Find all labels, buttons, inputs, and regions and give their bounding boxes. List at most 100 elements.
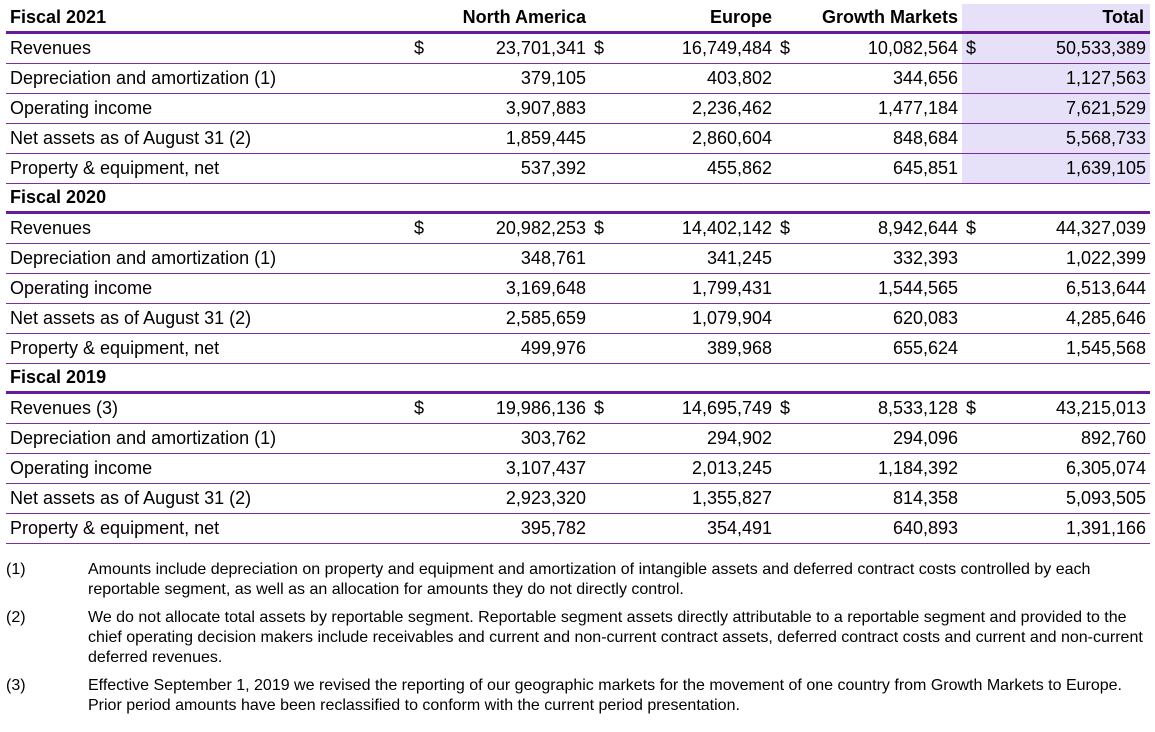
cell-value: 332,393 [802,243,963,274]
cell-value: 294,902 [616,423,777,454]
currency-symbol [590,513,616,544]
currency-symbol [590,63,616,94]
column-header-total: Total [962,4,1151,34]
table-row: Revenues $20,982,253 $14,402,142 $8,942,644… [6,212,1151,244]
cell-value: 2,923,320 [436,483,590,514]
table-row: Property & equipment, net 537,392 455,862 6… [6,153,1151,184]
cell-value: 10,082,564 [802,32,963,64]
currency-symbol [410,423,436,454]
row-label: Depreciation and amortization (1) [6,423,410,454]
cell-value: 14,402,142 [616,212,777,244]
currency-symbol [776,153,803,184]
currency-symbol [962,453,989,484]
cell-value: 3,907,883 [436,93,590,124]
cell-value: 814,358 [802,483,963,514]
cell-value: 303,762 [436,423,590,454]
section-header-row: Fiscal 2020 [6,183,1151,214]
currency-symbol [410,93,436,124]
cell-value: 1,022,399 [988,243,1151,274]
cell-value: 1,355,827 [616,483,777,514]
currency-symbol [776,453,803,484]
row-label: Operating income [6,273,410,304]
column-header-europe: Europe [590,4,777,34]
currency-symbol [590,123,616,154]
row-label: Net assets as of August 31 (2) [6,303,410,334]
section-title: Fiscal 2019 [6,363,410,394]
cell-value: 2,585,659 [436,303,590,334]
currency-symbol: $ [962,392,989,424]
cell-value: 645,851 [802,153,963,184]
cell-value: 294,096 [802,423,963,454]
cell-value: 1,477,184 [802,93,963,124]
cell-value: 455,862 [616,153,777,184]
currency-symbol: $ [962,212,989,244]
currency-symbol [776,483,803,514]
cell-value: 1,859,445 [436,123,590,154]
cell-value: 655,624 [802,333,963,364]
row-label: Depreciation and amortization (1) [6,63,410,94]
cell-value: 389,968 [616,333,777,364]
cell-value: 620,083 [802,303,963,334]
currency-symbol [962,243,989,274]
cell-value: 354,491 [616,513,777,544]
segment-financials-table: Fiscal 2021 North America Europe Growth Mar… [6,4,1151,544]
currency-symbol [776,243,803,274]
cell-value: 537,392 [436,153,590,184]
currency-symbol: $ [776,392,803,424]
row-label: Revenues [6,212,410,244]
currency-symbol: $ [410,392,436,424]
table-row: Property & equipment, net 499,976 389,968 6… [6,333,1151,364]
row-label: Operating income [6,453,410,484]
currency-symbol [590,243,616,274]
currency-symbol [962,513,989,544]
cell-value: 5,568,733 [988,123,1151,154]
cell-value: 2,013,245 [616,453,777,484]
currency-symbol: $ [962,32,989,64]
table-row: Net assets as of August 31 (2) 2,923,320 1… [6,483,1151,514]
currency-symbol [590,153,616,184]
currency-symbol [410,273,436,304]
cell-value: 3,169,648 [436,273,590,304]
row-label: Revenues [6,32,410,64]
footnote-number: (2) [6,609,26,626]
row-label: Revenues (3) [6,392,410,424]
currency-symbol [590,333,616,364]
currency-symbol [410,303,436,334]
cell-value: 14,695,749 [616,392,777,424]
row-label: Property & equipment, net [6,153,410,184]
currency-symbol: $ [410,32,436,64]
currency-symbol [590,273,616,304]
cell-value: 892,760 [988,423,1151,454]
currency-symbol [410,453,436,484]
footnote: (2) We do not allocate total assets by re… [6,608,1146,668]
currency-symbol [590,423,616,454]
section-header-row: Fiscal 2019 [6,363,1151,394]
row-label: Net assets as of August 31 (2) [6,483,410,514]
currency-symbol [410,513,436,544]
footnote-number: (3) [6,677,26,694]
currency-symbol [962,93,989,124]
section-header-row: Fiscal 2021 North America Europe Growth Mar… [6,4,1151,34]
currency-symbol [962,63,989,94]
table-row: Depreciation and amortization (1) 303,762… [6,423,1151,454]
section-title: Fiscal 2020 [6,183,410,214]
cell-value: 1,391,166 [988,513,1151,544]
column-header-north-america: North America [410,4,590,34]
currency-symbol: $ [776,32,803,64]
currency-symbol [410,63,436,94]
table-row: Property & equipment, net 395,782 354,491 6… [6,513,1151,544]
cell-value: 1,184,392 [802,453,963,484]
footnotes: (1) Amounts include depreciation on prope… [6,560,1146,724]
currency-symbol [962,153,989,184]
table-row: Operating income 3,169,648 1,799,431 1,544,… [6,273,1151,304]
column-header-growth-markets: Growth Markets [776,4,963,34]
cell-value: 640,893 [802,513,963,544]
cell-value: 1,544,565 [802,273,963,304]
footnote: (3) Effective September 1, 2019 we revise… [6,676,1146,716]
table-row: Depreciation and amortization (1) 379,105… [6,63,1151,94]
currency-symbol [776,423,803,454]
currency-symbol: $ [590,212,616,244]
currency-symbol [776,93,803,124]
cell-value: 348,761 [436,243,590,274]
cell-value: 8,942,644 [802,212,963,244]
